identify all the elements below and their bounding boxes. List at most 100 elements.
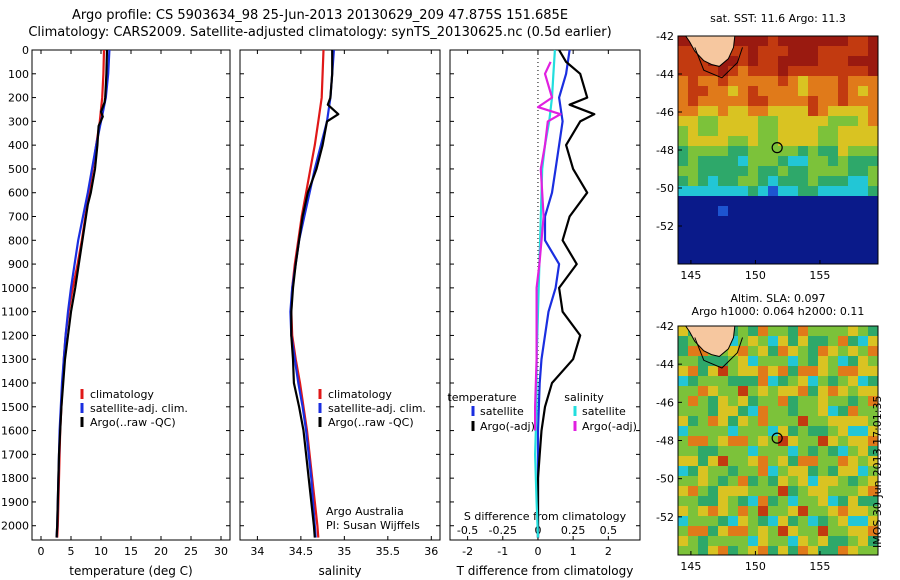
map-cell bbox=[698, 176, 709, 187]
map-cell bbox=[798, 496, 809, 507]
map-cell bbox=[748, 536, 759, 547]
map-cell bbox=[818, 466, 829, 477]
map-cell bbox=[848, 386, 859, 397]
map-cell bbox=[688, 466, 699, 477]
map-cell bbox=[718, 86, 729, 97]
map-cell bbox=[848, 546, 859, 556]
map-cell bbox=[728, 96, 739, 107]
map-cell bbox=[868, 96, 879, 107]
map-cell bbox=[828, 456, 839, 467]
map-cell bbox=[728, 186, 739, 197]
figure-title-line2: Climatology: CARS2009. Satellite-adjuste… bbox=[28, 25, 612, 40]
map-cell bbox=[858, 346, 869, 357]
map-cell bbox=[748, 226, 759, 237]
map-cell bbox=[838, 386, 849, 397]
map-cell bbox=[818, 96, 829, 107]
map-cell bbox=[718, 536, 729, 547]
map-cell bbox=[838, 86, 849, 97]
map-cell bbox=[678, 486, 689, 497]
map-cell bbox=[678, 96, 689, 107]
map-cell bbox=[828, 116, 839, 127]
map-cell bbox=[828, 476, 839, 487]
x-tick-label: 2 bbox=[605, 545, 612, 558]
map-cell bbox=[798, 526, 809, 537]
y-tick-label: 2000 bbox=[1, 520, 29, 533]
map-cell bbox=[728, 366, 739, 377]
map-cell bbox=[848, 356, 859, 367]
map-cell bbox=[698, 456, 709, 467]
map-cell bbox=[828, 146, 839, 157]
map-cell bbox=[688, 436, 699, 447]
map-cell bbox=[798, 456, 809, 467]
map-cell bbox=[698, 116, 709, 127]
map-cell bbox=[848, 186, 859, 197]
map-cell bbox=[728, 526, 739, 537]
map-y-tick-label: -50 bbox=[656, 473, 674, 486]
map-cell bbox=[838, 166, 849, 177]
map-cell bbox=[768, 156, 779, 167]
map-cell bbox=[818, 256, 829, 265]
sla-map-title-line2: Argo h1000: 0.064 h2000: 0.11 bbox=[691, 305, 865, 318]
map-cell bbox=[828, 546, 839, 556]
map-x-tick-label: 155 bbox=[809, 560, 830, 573]
map-cell bbox=[798, 36, 809, 47]
map-cell bbox=[788, 436, 799, 447]
depth-contour bbox=[694, 337, 743, 369]
map-cell bbox=[838, 176, 849, 187]
map-cell bbox=[788, 106, 799, 117]
map-cell bbox=[848, 446, 859, 457]
map-cell bbox=[828, 66, 839, 77]
map-cell bbox=[868, 396, 879, 407]
map-cell bbox=[778, 406, 789, 417]
map-cell bbox=[838, 356, 849, 367]
map-cell bbox=[708, 486, 719, 497]
map-cell bbox=[858, 536, 869, 547]
map-cell bbox=[698, 136, 709, 147]
map-cell bbox=[748, 186, 759, 197]
map-cell bbox=[788, 186, 799, 197]
map-cell bbox=[858, 136, 869, 147]
map-cell bbox=[678, 186, 689, 197]
map-cell bbox=[798, 216, 809, 227]
map-cell bbox=[768, 176, 779, 187]
map-cell bbox=[808, 416, 819, 427]
map-cell bbox=[788, 56, 799, 67]
map-cell bbox=[808, 446, 819, 457]
map-cell bbox=[698, 166, 709, 177]
x2-axis-label: S difference from climatology bbox=[464, 510, 627, 523]
map-cell bbox=[798, 416, 809, 427]
map-cell bbox=[798, 226, 809, 237]
map-cell bbox=[838, 396, 849, 407]
map-cell bbox=[738, 56, 749, 67]
map-cell bbox=[718, 416, 729, 427]
map-cell bbox=[688, 196, 699, 207]
x-tick-label: 20 bbox=[154, 545, 168, 558]
map-cell bbox=[758, 436, 769, 447]
map-cell bbox=[708, 126, 719, 137]
map-cell bbox=[808, 86, 819, 97]
map-cell bbox=[678, 256, 689, 265]
map-y-tick-label: -48 bbox=[656, 435, 674, 448]
map-cell bbox=[688, 356, 699, 367]
map-cell bbox=[838, 206, 849, 217]
map-cell bbox=[778, 76, 789, 87]
map-cell bbox=[748, 116, 759, 127]
map-cell bbox=[828, 396, 839, 407]
map-cell bbox=[788, 66, 799, 77]
map-cell bbox=[828, 216, 839, 227]
map-cell bbox=[748, 546, 759, 556]
map-cell bbox=[758, 116, 769, 127]
map-cell bbox=[738, 536, 749, 547]
map-cell bbox=[838, 116, 849, 127]
x-tick-label: 35.5 bbox=[376, 545, 401, 558]
map-cell bbox=[778, 96, 789, 107]
map-cell bbox=[818, 376, 829, 387]
map-cell bbox=[828, 106, 839, 117]
map-cell bbox=[838, 376, 849, 387]
map-cell bbox=[688, 546, 699, 556]
map-cell bbox=[738, 86, 749, 97]
map-cell bbox=[788, 326, 799, 337]
map-cell bbox=[728, 146, 739, 157]
map-cell bbox=[848, 236, 859, 247]
map-cell bbox=[678, 136, 689, 147]
